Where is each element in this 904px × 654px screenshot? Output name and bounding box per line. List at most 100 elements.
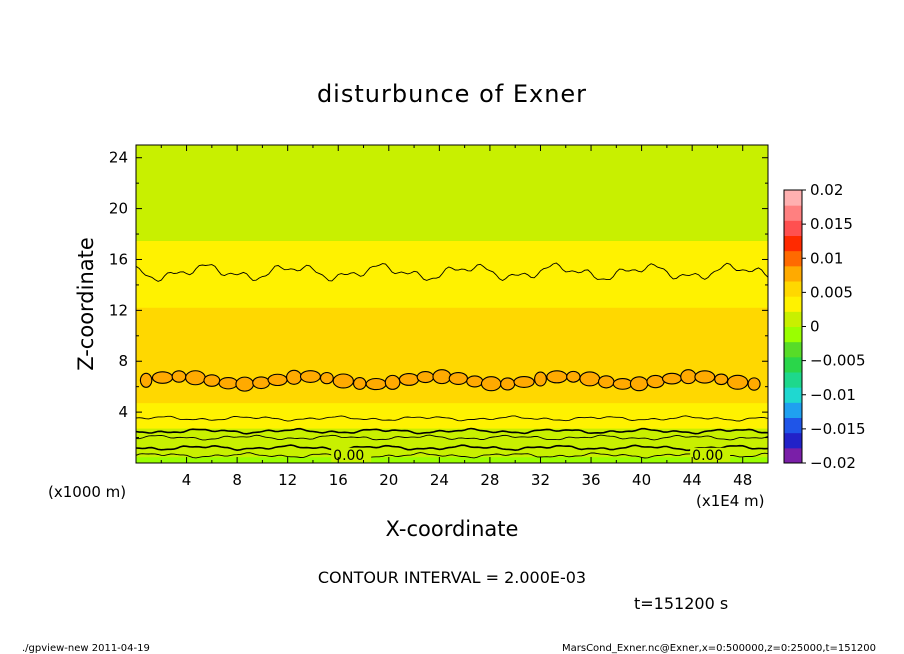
color-band [136, 300, 768, 305]
colorbar-swatch [784, 387, 802, 403]
x-tick-label: 28 [480, 471, 499, 489]
color-band [136, 230, 768, 235]
x-tick-label: 8 [232, 471, 242, 489]
color-band [136, 288, 768, 292]
color-band [136, 170, 768, 175]
color-band [136, 304, 768, 308]
color-band [136, 364, 768, 369]
color-band [136, 418, 768, 423]
colorbar-swatch [784, 296, 802, 312]
color-band [136, 313, 768, 318]
high-value-cell [171, 370, 187, 383]
color-band [136, 332, 768, 337]
high-value-cell [466, 375, 484, 388]
high-value-cell [185, 370, 206, 386]
color-band [136, 195, 768, 200]
x-axis-label: X-coordinate [386, 517, 519, 541]
colorbar-swatch [784, 205, 802, 221]
color-band [136, 157, 768, 162]
color-band [136, 440, 768, 445]
color-band [136, 281, 768, 286]
y-tick-label: 20 [109, 200, 128, 218]
footer-left: ./gpview-new 2011-04-19 [22, 643, 150, 654]
color-band [136, 405, 768, 410]
high-value-cell [252, 376, 271, 390]
x-axis-ticks: 4 8 12 16 20 24 28 32 36 40 44 48 [160, 145, 752, 489]
color-band [136, 148, 768, 152]
color-band [136, 424, 768, 429]
high-value-cell [546, 370, 568, 384]
y-tick-label: 24 [109, 149, 128, 167]
high-value-cell [151, 371, 174, 384]
contour-label-bg [690, 447, 731, 462]
color-band [136, 316, 768, 321]
colorbar-swatch [784, 432, 802, 449]
colorbar-tick-label: 0.005 [810, 283, 853, 301]
time-text: t=151200 s [634, 594, 728, 613]
colorbar-swatch [784, 220, 802, 236]
color-band [136, 291, 768, 296]
x-tick-label: 40 [632, 471, 651, 489]
color-band [136, 428, 768, 432]
colorbar-tick-label: −0.02 [810, 454, 856, 472]
high-value-cell [432, 369, 452, 385]
colorbar-swatch [784, 250, 802, 267]
color-band [136, 218, 768, 222]
colorbar-tick-label: 0.01 [810, 249, 843, 267]
high-value-cell [448, 371, 468, 385]
high-value-cell [629, 376, 649, 392]
colorbar-tick-label: −0.01 [810, 386, 856, 404]
color-band [136, 167, 768, 172]
colorbar [784, 190, 802, 464]
x-tick-label: 48 [733, 471, 752, 489]
color-band [136, 262, 768, 267]
high-value-cell [353, 377, 367, 390]
high-value-cell [319, 371, 334, 385]
color-band [136, 326, 768, 331]
contour-line [136, 444, 768, 452]
high-value-cell [416, 370, 435, 384]
color-band [136, 338, 768, 343]
y-tick-label: 8 [118, 352, 128, 370]
high-value-cell [727, 374, 749, 390]
high-value-cell [714, 373, 729, 386]
color-band [136, 227, 768, 232]
high-value-cell [612, 377, 633, 390]
color-band [136, 214, 768, 219]
high-value-cell [646, 374, 665, 389]
x-tick-label: 36 [581, 471, 600, 489]
color-band [136, 151, 768, 156]
color-band [136, 348, 768, 353]
color-band [136, 164, 768, 168]
high-value-cell [332, 373, 354, 389]
high-value-cell [203, 374, 221, 387]
contour-line [136, 427, 768, 435]
color-band [136, 256, 768, 261]
color-band [136, 259, 768, 264]
colorbar-swatch [784, 417, 802, 434]
contour-label: 0.00 [333, 448, 364, 464]
color-band [136, 450, 768, 455]
x-tick-label: 44 [683, 471, 702, 489]
color-band [136, 456, 768, 461]
color-bands [136, 145, 768, 463]
colorbar-swatch [784, 190, 802, 206]
color-band [136, 269, 768, 273]
color-band [136, 342, 768, 346]
colorbar-ticks: 0.02 0.015 0.01 0.005 0 −0.005 −0.01 −0.015 −0.0… [802, 181, 866, 472]
color-band [136, 275, 768, 280]
color-band [136, 186, 768, 191]
high-value-cell [286, 369, 302, 385]
colorbar-swatch [784, 356, 802, 373]
color-band [136, 383, 768, 388]
color-band [136, 154, 768, 159]
y-tick-label: 12 [109, 301, 128, 319]
color-band [136, 393, 768, 397]
color-band [136, 386, 768, 391]
color-band [136, 284, 768, 289]
color-band [136, 208, 768, 213]
color-band [136, 307, 768, 311]
high-value-cell [597, 375, 615, 389]
x-tick-label: 24 [430, 471, 449, 489]
color-band [136, 205, 768, 210]
